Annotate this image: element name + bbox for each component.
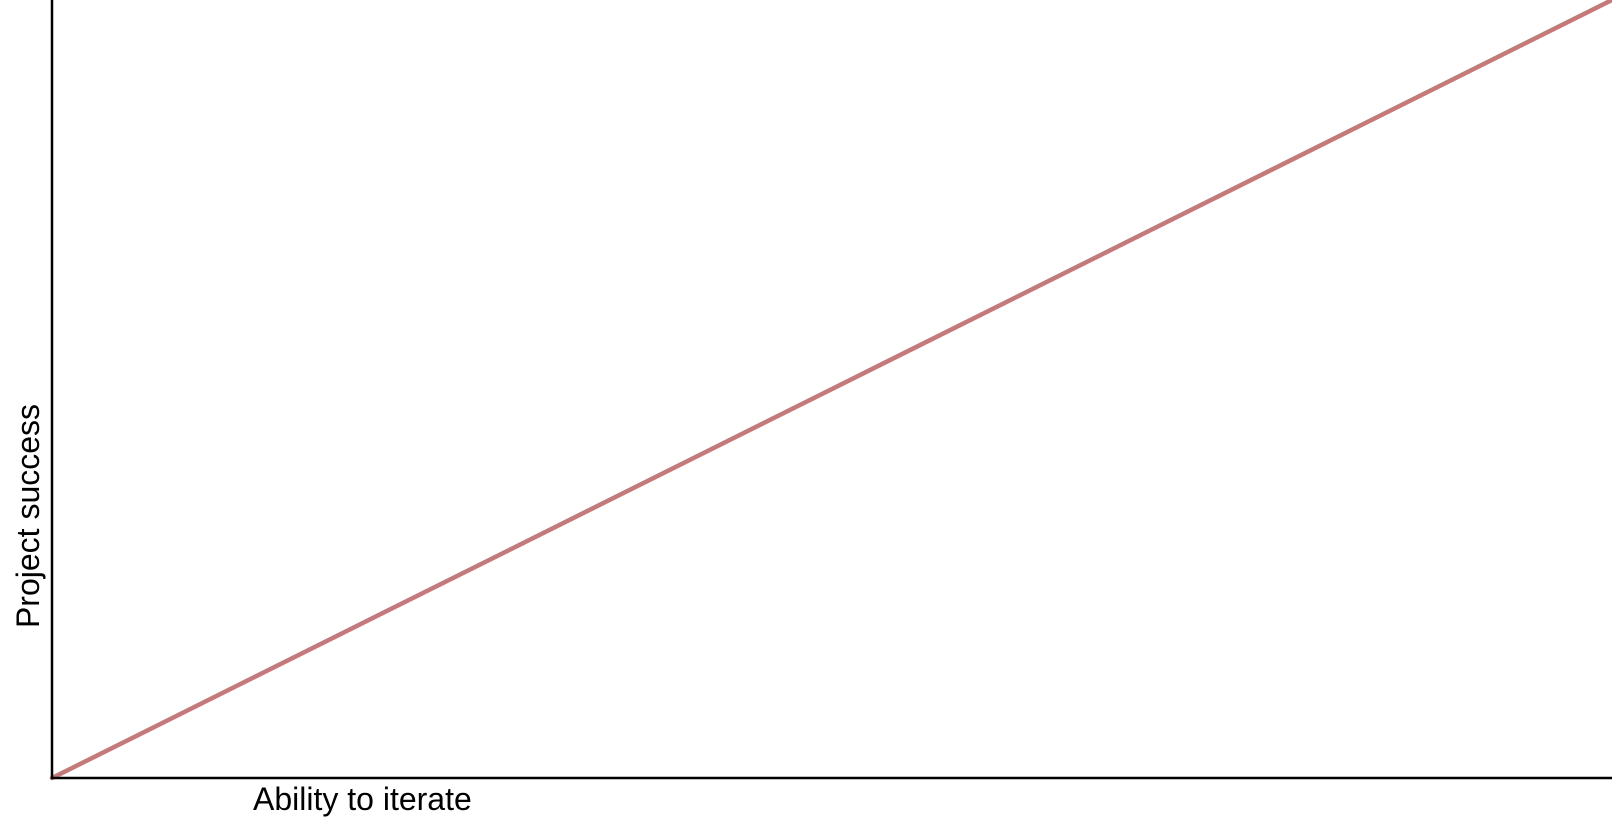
series-line-0: [49, 0, 1612, 781]
y-axis-label: Project success: [10, 404, 46, 628]
x-axis-label: Ability to iterate: [253, 781, 472, 817]
plot-area: [49, 0, 1612, 781]
